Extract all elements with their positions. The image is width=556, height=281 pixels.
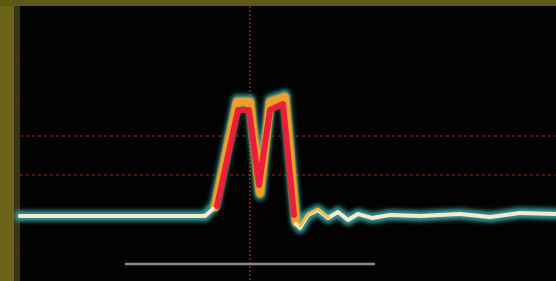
background: [0, 0, 556, 281]
scope-screen: [0, 0, 556, 281]
page: [0, 0, 556, 281]
bezel-shadow: [14, 6, 20, 281]
top-bezel: [0, 0, 556, 6]
